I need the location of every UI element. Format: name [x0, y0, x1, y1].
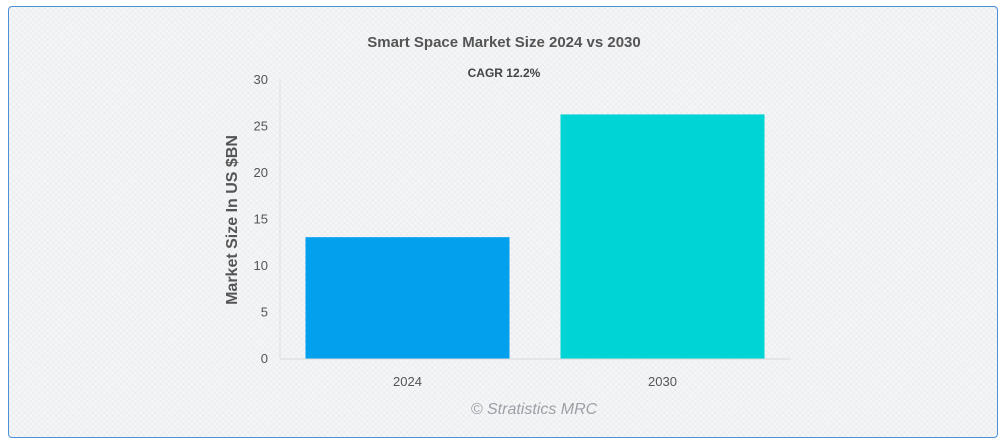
credit-watermark: © Stratistics MRC	[471, 401, 598, 418]
y-axis-label: Market Size In US $BN	[224, 135, 241, 305]
bars-group	[305, 114, 765, 359]
y-tick-label: 0	[261, 351, 268, 366]
bar-2030	[560, 114, 765, 359]
x-axis: 2024 2030	[280, 358, 790, 389]
y-tick-label: 25	[254, 119, 268, 134]
y-axis: 0 5 10 15 20 25 30	[254, 72, 281, 366]
y-tick-label: 20	[254, 165, 268, 180]
y-tick-label: 30	[254, 72, 268, 87]
x-tick-label: 2030	[648, 374, 677, 389]
chart-frame	[8, 6, 998, 438]
x-tick-label: 2024	[393, 374, 422, 389]
y-tick-label: 15	[254, 212, 268, 227]
chart-title: Smart Space Market Size 2024 vs 2030	[367, 34, 641, 51]
y-tick-label: 5	[261, 305, 268, 320]
y-tick-label: 10	[254, 258, 268, 273]
chart-subtitle: CAGR 12.2%	[468, 66, 541, 80]
bar-2024	[305, 237, 510, 359]
